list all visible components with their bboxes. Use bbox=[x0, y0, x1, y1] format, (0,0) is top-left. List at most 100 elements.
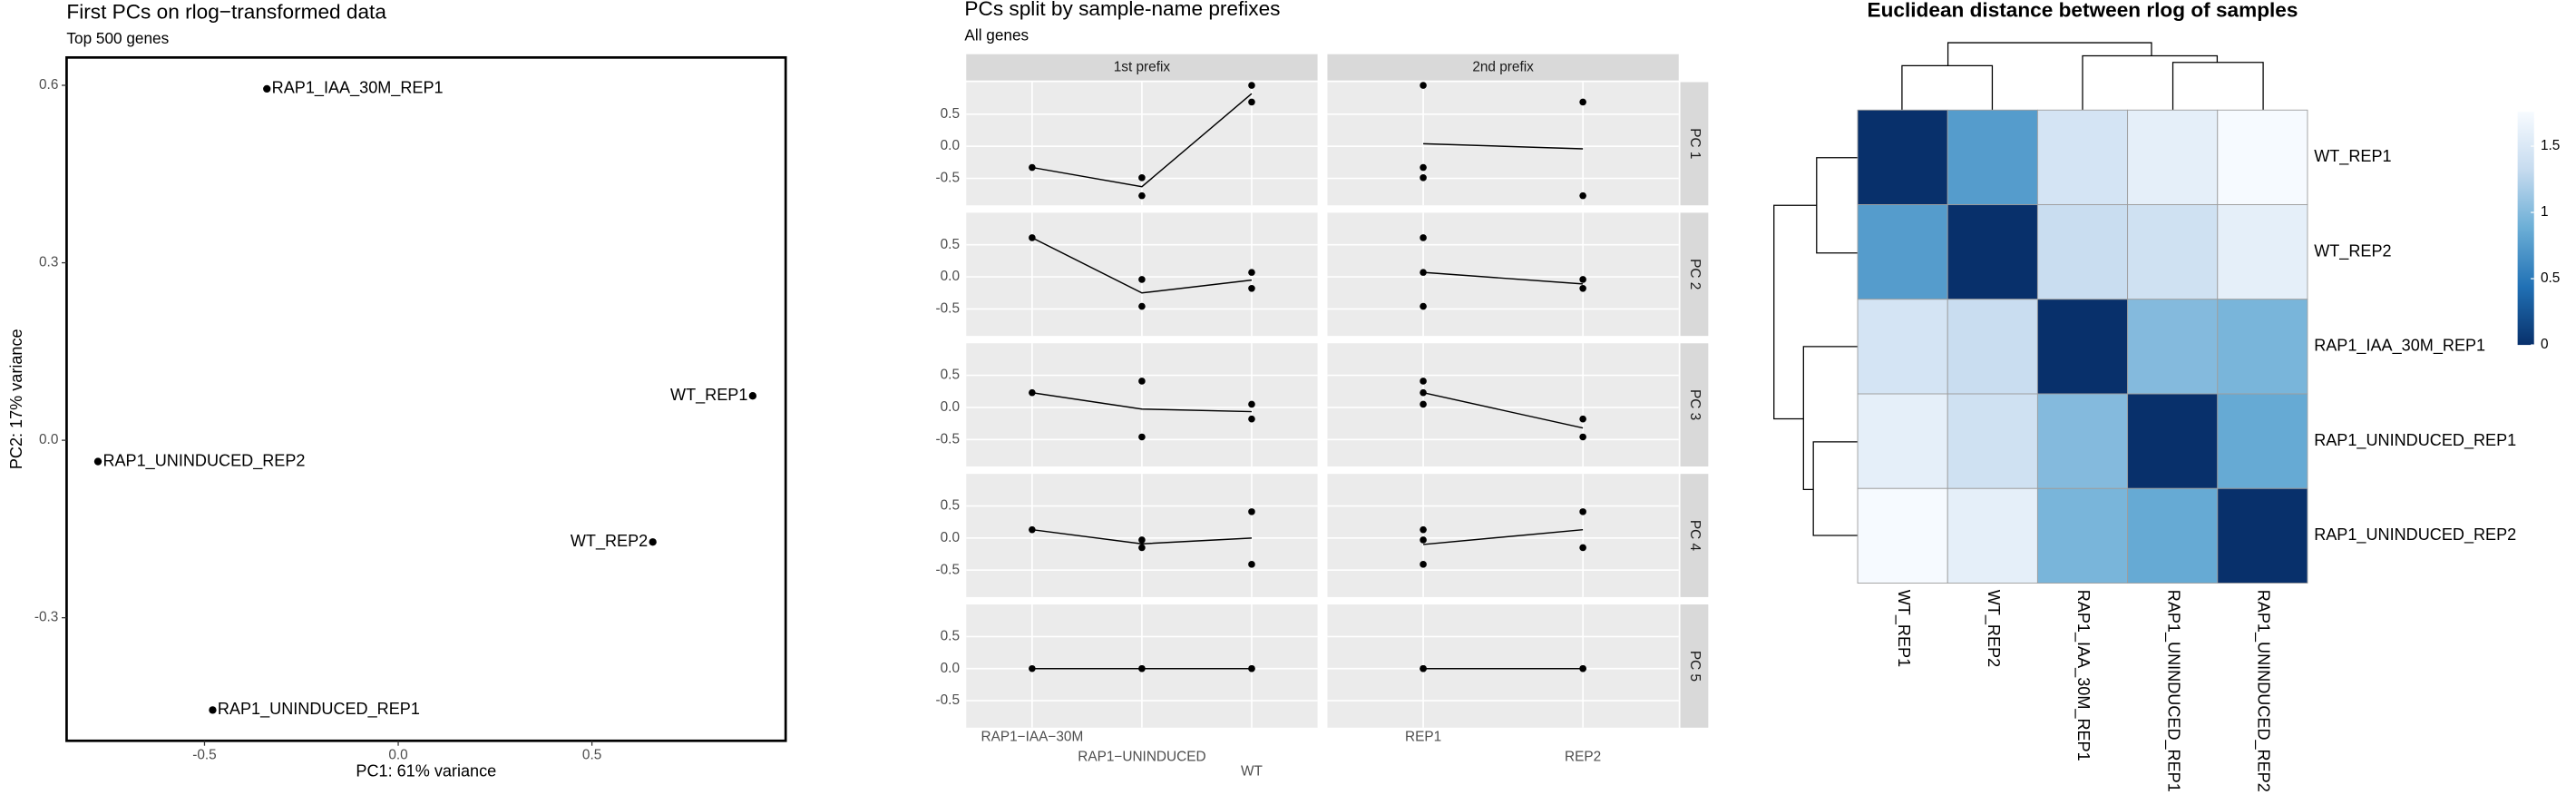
heatmap-cell bbox=[2127, 109, 2219, 205]
x-tick-label: RAP1−IAA−30M bbox=[981, 730, 1083, 745]
heatmap-cell bbox=[1947, 393, 2038, 489]
y-tick-label: 0.0 bbox=[941, 661, 960, 676]
mean-line bbox=[1031, 528, 1252, 545]
facet-strip bbox=[1680, 82, 1709, 206]
point bbox=[1248, 415, 1255, 423]
heatmap-cell bbox=[1947, 487, 2038, 584]
point bbox=[1579, 191, 1586, 200]
heatmap-cell bbox=[1947, 204, 2038, 300]
row-label: RAP1_UNINDUCED_REP1 bbox=[2314, 431, 2516, 450]
y-tick-label: -0.5 bbox=[936, 300, 960, 316]
heatmap-cell bbox=[1947, 109, 2038, 205]
x-tick-label: REP2 bbox=[1565, 749, 1601, 764]
panel-background bbox=[1327, 604, 1679, 728]
y-tick-label: 0.0 bbox=[941, 399, 960, 415]
facet-strip-label: PC 5 bbox=[1687, 651, 1703, 682]
x-tick-label: WT bbox=[1241, 764, 1264, 780]
point bbox=[1138, 191, 1146, 200]
row-label: WT_REP1 bbox=[2314, 147, 2391, 166]
point bbox=[1420, 536, 1427, 544]
point bbox=[1579, 276, 1586, 283]
point bbox=[649, 538, 657, 546]
heatmap-cell bbox=[2036, 393, 2129, 489]
mean-line bbox=[1423, 271, 1584, 285]
chart-title: PCs split by sample-name prefixes bbox=[964, 0, 1280, 20]
row-label: WT_REP2 bbox=[2314, 241, 2391, 260]
point bbox=[1138, 174, 1146, 182]
point bbox=[1248, 285, 1255, 292]
y-tick-label: 0.5 bbox=[941, 498, 960, 514]
point-label: RAP1_UNINDUCED_REP1 bbox=[218, 700, 420, 719]
point bbox=[263, 84, 271, 93]
point bbox=[1579, 98, 1586, 106]
colorbar-tick-label: 1.5 bbox=[2541, 138, 2560, 153]
x-tick-label: -0.5 bbox=[192, 748, 216, 763]
column-label: WT_REP2 bbox=[1984, 590, 2003, 667]
facet-strip-label: PC 4 bbox=[1687, 520, 1703, 552]
point bbox=[1138, 276, 1146, 283]
y-tick-label: 0.5 bbox=[941, 237, 960, 252]
column-dendrogram bbox=[1901, 42, 2264, 111]
heatmap-cell bbox=[2217, 299, 2308, 395]
mean-line bbox=[1031, 237, 1253, 294]
point bbox=[1248, 82, 1255, 89]
point bbox=[1138, 664, 1146, 672]
facet-strip-label: 1st prefix bbox=[1114, 59, 1171, 74]
point-label: WT_REP1 bbox=[670, 386, 747, 405]
heatmap-cell bbox=[2036, 487, 2129, 584]
point bbox=[1420, 388, 1427, 397]
point bbox=[1579, 415, 1586, 423]
point bbox=[1420, 378, 1427, 385]
chart-subtitle: Top 500 genes bbox=[66, 29, 169, 47]
point bbox=[1029, 163, 1036, 172]
mean-line bbox=[1423, 142, 1584, 150]
panel-background bbox=[1327, 212, 1679, 337]
colorbar-tick-label: 0.5 bbox=[2541, 270, 2560, 286]
point bbox=[748, 392, 757, 400]
row-dendrogram bbox=[1773, 157, 1859, 536]
chart-title: Euclidean distance between rlog of sampl… bbox=[1868, 0, 2298, 22]
point bbox=[209, 706, 217, 714]
panel-background bbox=[1327, 474, 1679, 597]
point bbox=[1579, 285, 1586, 292]
point bbox=[1579, 664, 1586, 672]
point bbox=[93, 457, 102, 466]
point bbox=[1248, 508, 1255, 515]
point bbox=[1029, 234, 1036, 241]
point bbox=[1138, 378, 1146, 385]
point bbox=[1420, 525, 1427, 534]
point bbox=[1029, 664, 1036, 672]
chart-title: First PCs on rlog−transformed data bbox=[66, 0, 386, 23]
point bbox=[1420, 269, 1427, 276]
heatmap-cell bbox=[1947, 299, 2038, 395]
point bbox=[1138, 302, 1146, 310]
point bbox=[1138, 544, 1146, 552]
heatmap-cell bbox=[2217, 393, 2308, 489]
y-tick-label: 0.5 bbox=[941, 106, 960, 122]
point bbox=[1579, 508, 1586, 515]
heatmap-cell bbox=[2127, 204, 2219, 300]
y-tick-label: -0.3 bbox=[34, 610, 59, 625]
facet-strip bbox=[1680, 474, 1709, 597]
y-tick-label: 0.0 bbox=[941, 138, 960, 153]
y-axis-label: PC2: 17% variance bbox=[7, 329, 25, 469]
column-label: RAP1_IAA_30M_REP1 bbox=[2073, 590, 2093, 761]
facet-strip bbox=[1327, 54, 1679, 81]
point bbox=[1420, 174, 1427, 182]
heatmap-cell bbox=[1857, 109, 1948, 205]
heatmap-cell bbox=[2036, 204, 2129, 300]
plot-border bbox=[65, 55, 787, 742]
x-tick-label: 0.0 bbox=[388, 748, 407, 763]
heatmap-cell bbox=[2036, 299, 2129, 395]
facet-strip bbox=[1680, 604, 1709, 728]
point-label: RAP1_UNINDUCED_REP2 bbox=[102, 451, 305, 470]
point bbox=[1138, 433, 1146, 441]
x-axis-label: PC1: 61% variance bbox=[356, 761, 496, 780]
y-tick-label: -0.5 bbox=[936, 171, 960, 186]
y-tick-label: -0.5 bbox=[936, 692, 960, 708]
point bbox=[1029, 525, 1036, 534]
heatmap-cell bbox=[1857, 299, 1948, 395]
mean-line bbox=[1031, 93, 1253, 188]
y-tick-label: 0.5 bbox=[941, 628, 960, 643]
